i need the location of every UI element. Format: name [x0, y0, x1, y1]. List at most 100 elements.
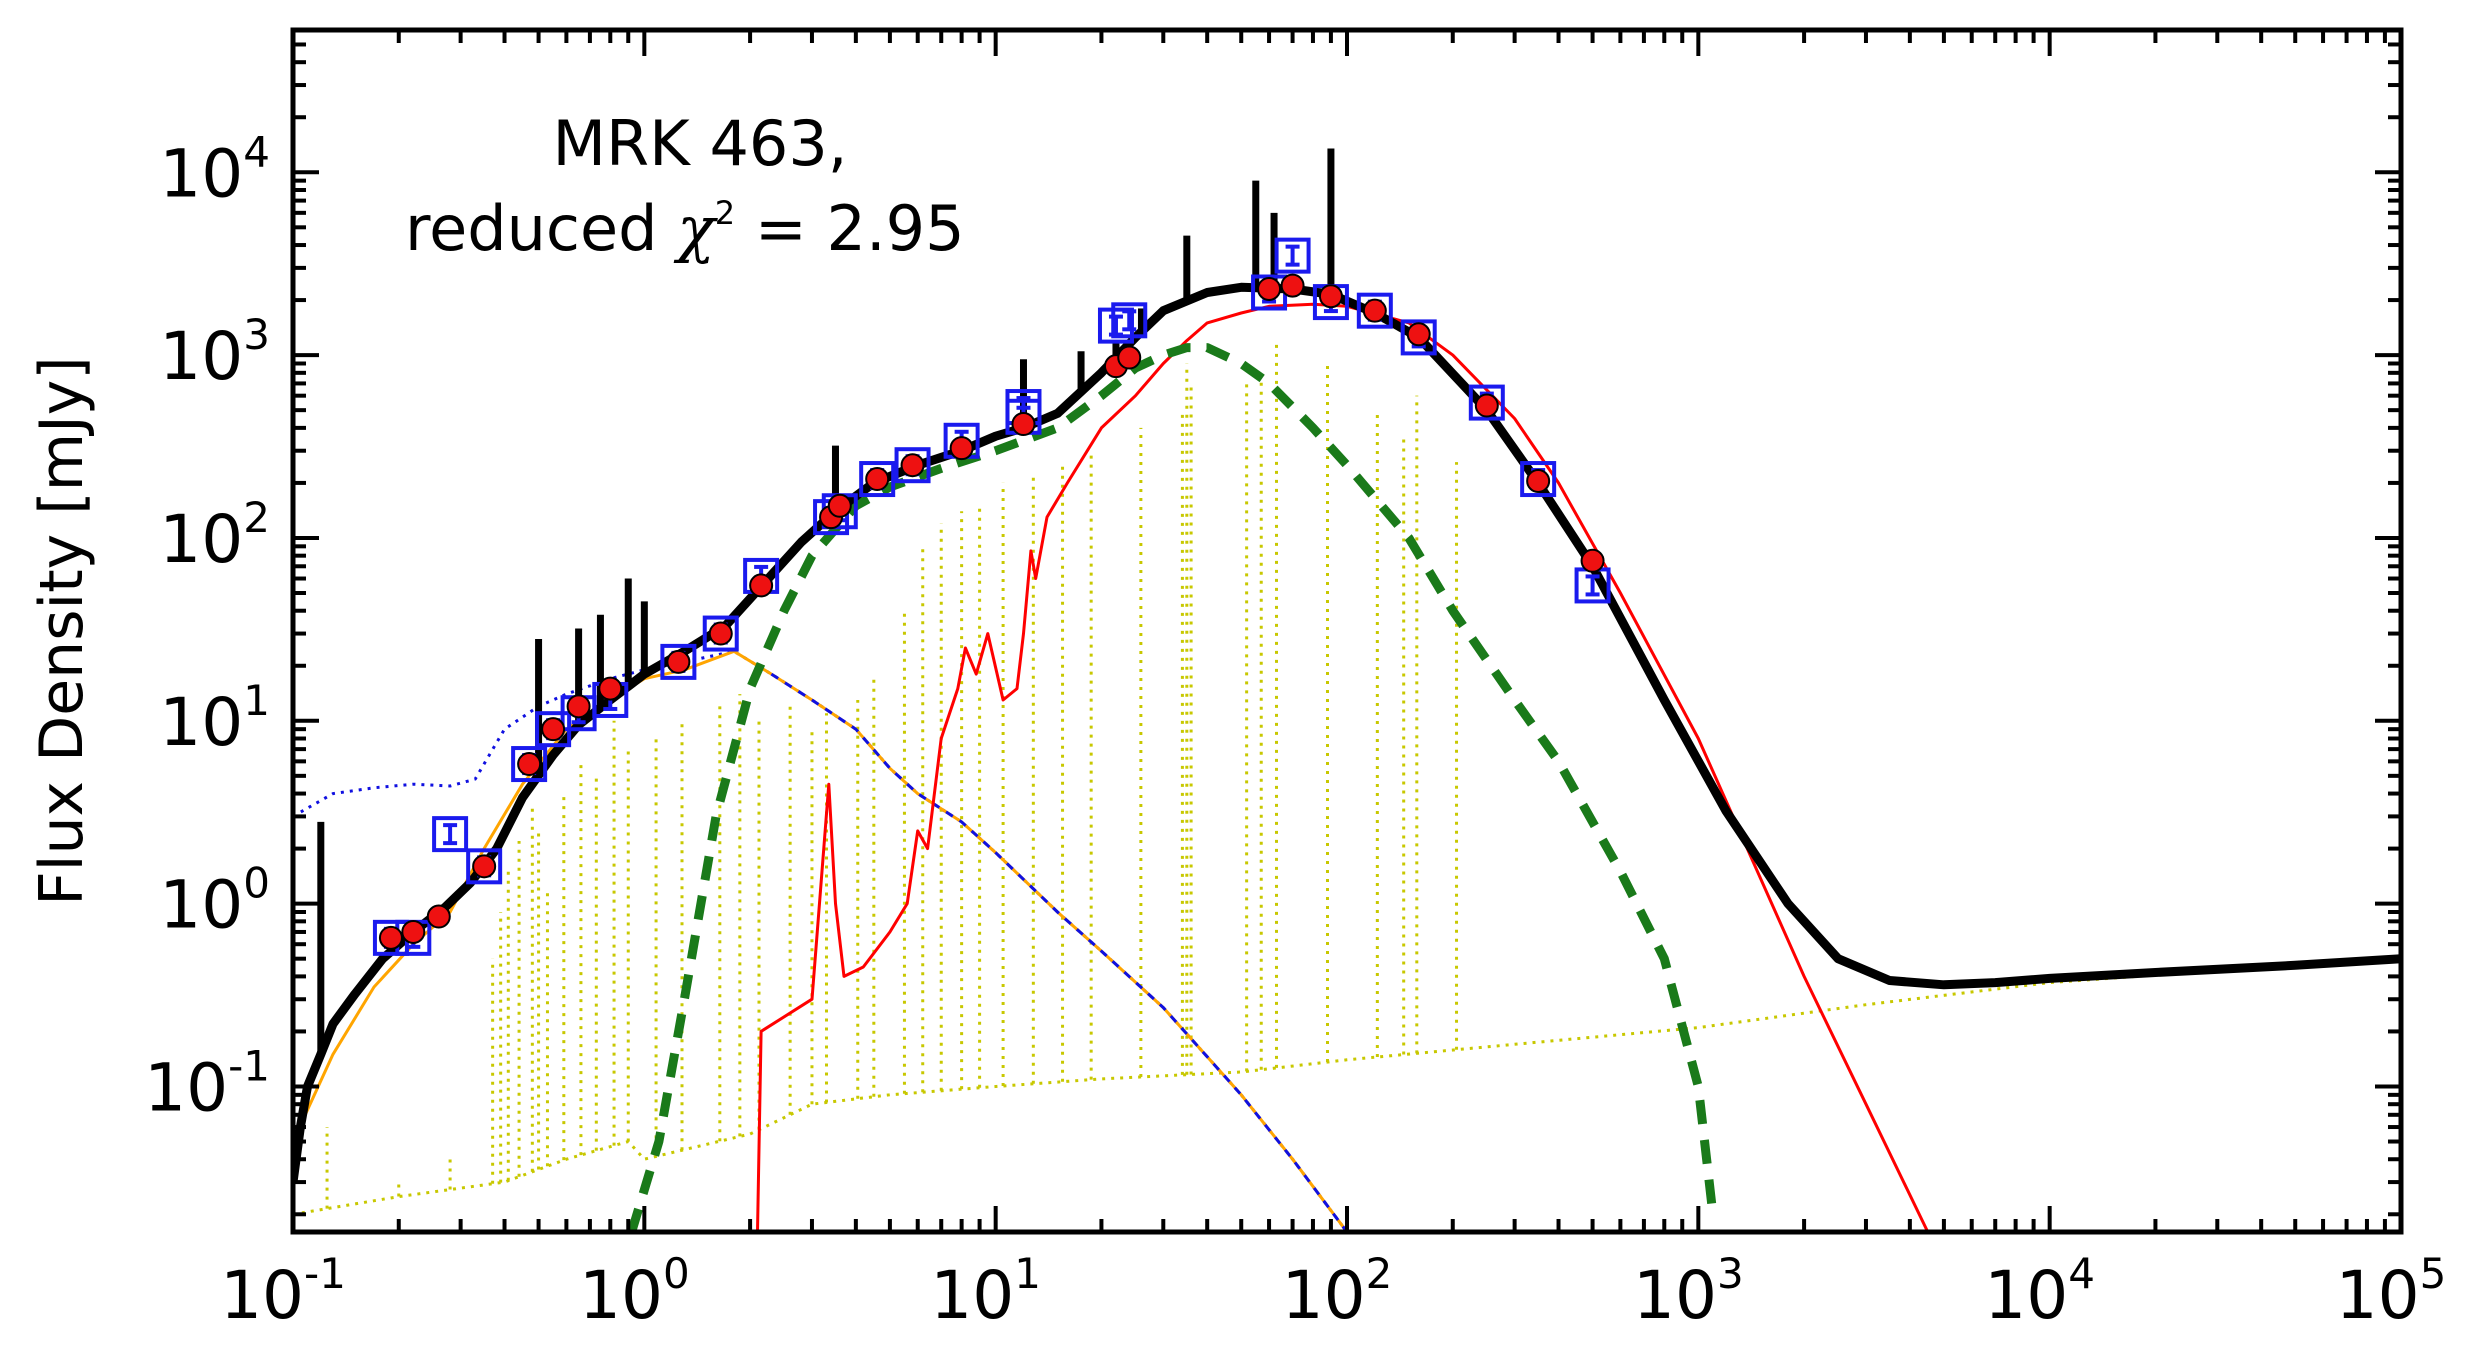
model-photometry-square — [466, 848, 503, 885]
observed-point — [1526, 468, 1551, 493]
marker-layer — [372, 237, 1611, 956]
x-tick-label-exp: 2 — [1366, 1249, 1393, 1298]
series-line-nebular-emission — [293, 957, 2401, 1216]
observed-point — [1117, 345, 1142, 370]
model-photometry-point — [1274, 237, 1311, 274]
series-line-total-model — [293, 282, 2401, 1183]
y-tick-label-base: 10 — [159, 318, 243, 395]
model-photometry-square — [1097, 307, 1134, 344]
x-tick-label: 105 — [2336, 1249, 2447, 1334]
x-tick-label-base: 10 — [579, 1257, 663, 1334]
y-tick-label-base: 10 — [159, 501, 243, 578]
y-tick-label: 100 — [159, 859, 270, 944]
model-photometry-square — [1111, 302, 1148, 339]
x-tick-label: 10-1 — [220, 1249, 346, 1334]
model-photometry-square — [432, 816, 469, 853]
series-nebular-emission — [293, 340, 2401, 1216]
observed-point — [1406, 322, 1431, 347]
y-tick-label-exp: -1 — [228, 1041, 270, 1090]
model-photometry-square — [511, 746, 548, 783]
series-dust-warm- — [627, 343, 1718, 1232]
model-photometry-square — [1274, 237, 1311, 274]
observed-point — [900, 453, 925, 478]
observed-point — [517, 752, 542, 777]
y-tick-label-exp: 1 — [243, 676, 270, 725]
series-stellar-unattenuated- — [293, 649, 1349, 1232]
observed-point — [827, 493, 852, 518]
x-tick-label-base: 10 — [1633, 1257, 1717, 1334]
observed-point — [1257, 276, 1282, 301]
model-photometry-square — [894, 447, 931, 484]
x-tick-label-exp: 4 — [2068, 1249, 2095, 1298]
y-tick-label: 101 — [159, 676, 270, 761]
observed-point — [1474, 393, 1499, 418]
series-line-dust-cold- — [756, 302, 1930, 1232]
observed-point — [749, 573, 774, 598]
observed-point — [598, 676, 623, 701]
y-tick-label-base: 10 — [144, 1049, 228, 1126]
series-line-stellar-attenuated- — [293, 649, 1349, 1232]
y-tick-label-exp: 0 — [243, 859, 270, 908]
x-tick-label-base: 10 — [220, 1257, 304, 1334]
y-tick-label-base: 10 — [159, 684, 243, 761]
observed-point — [708, 621, 733, 646]
observed-point — [666, 649, 691, 674]
observed-photometry-markers — [378, 273, 1605, 950]
x-tick-label: 103 — [1633, 1249, 1744, 1334]
x-tick-label-base: 10 — [1984, 1257, 2068, 1334]
y-tick-label: 103 — [159, 310, 270, 395]
annotation-chi-exp: 2 — [715, 194, 735, 232]
x-tick-label-exp: 0 — [663, 1249, 690, 1298]
y-tick-label-exp: 2 — [243, 493, 270, 542]
observed-point — [1280, 273, 1305, 298]
x-tick-label: 104 — [1984, 1249, 2095, 1334]
x-tick-label-base: 10 — [1282, 1257, 1366, 1334]
observed-point — [1011, 412, 1036, 437]
y-tick-label-exp: 4 — [243, 127, 270, 176]
model-photometry-markers — [372, 237, 1611, 956]
observed-point — [1318, 284, 1343, 309]
annotation-chi: χ — [673, 192, 718, 265]
series-line-dust-warm- — [627, 343, 1718, 1232]
observed-point — [378, 925, 403, 950]
series-stellar-attenuated- — [293, 649, 1349, 1232]
observed-point — [949, 436, 974, 461]
model-photometry-square — [660, 643, 697, 680]
annotation-line2: reduced χ2 = 2.95 — [405, 192, 965, 265]
observed-point — [1580, 548, 1605, 573]
y-tick-label-base: 10 — [159, 135, 243, 212]
model-photometry-square — [702, 615, 739, 652]
series-dust-cold- — [756, 302, 1930, 1232]
label-layer: 10-1 100 101 102 103 104 10510-110010110210310… — [144, 127, 2446, 1334]
observed-point — [865, 467, 890, 492]
x-tick-label-exp: -1 — [304, 1249, 346, 1298]
x-tick-label: 101 — [930, 1249, 1041, 1334]
observed-point — [426, 904, 451, 929]
observed-point — [541, 717, 566, 742]
annotation-suffix: = 2.95 — [735, 192, 964, 265]
tick-layer — [291, 28, 2403, 1232]
model-photometry-square — [1356, 292, 1393, 329]
observed-point — [566, 694, 591, 719]
x-tick-label-exp: 3 — [1717, 1249, 1744, 1298]
model-photometry-square — [1520, 461, 1557, 498]
model-photometry-point — [432, 816, 469, 853]
series-overlay-stellar — [770, 672, 1349, 1232]
observed-point — [1362, 298, 1387, 323]
y-tick-label: 10-1 — [144, 1041, 270, 1126]
x-tick-label-exp: 1 — [1014, 1249, 1041, 1298]
series-line-stellar-unattenuated- — [293, 649, 1349, 1232]
model-photometry-square — [859, 461, 896, 498]
x-tick-label: 100 — [579, 1249, 690, 1334]
y-axis-title: Flux Density [mJy] — [27, 356, 97, 905]
model-photometry-square — [1468, 384, 1505, 421]
y-tick-label: 102 — [159, 493, 270, 578]
observed-point — [401, 919, 426, 944]
observed-point — [472, 854, 497, 879]
x-tick-label-base: 10 — [930, 1257, 1014, 1334]
y-tick-label: 104 — [159, 127, 270, 212]
annotation-line1: MRK 463, — [553, 107, 848, 180]
annotation-prefix: reduced — [405, 192, 677, 265]
model-photometry-square — [1400, 319, 1437, 356]
